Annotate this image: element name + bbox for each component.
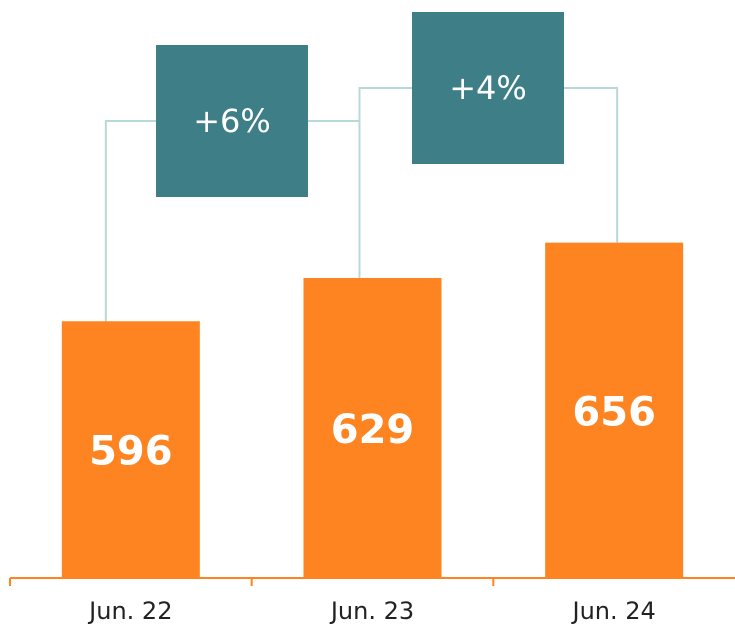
value-label: 596 — [89, 429, 173, 475]
connector — [104, 120, 156, 322]
bar — [61, 321, 200, 578]
value-label: 656 — [572, 389, 656, 435]
x-tick-label: Jun. 22 — [87, 597, 172, 625]
connector — [564, 87, 619, 243]
value-label: 629 — [331, 407, 415, 453]
x-tick-label: Jun. 23 — [329, 597, 414, 625]
annotation-box — [156, 45, 308, 197]
annotation: +6% — [193, 102, 271, 140]
annotation: +4% — [449, 69, 527, 107]
bar — [545, 242, 684, 578]
bar — [303, 278, 442, 578]
annotation-box — [412, 12, 564, 164]
connector — [358, 87, 412, 279]
x-tick-label: Jun. 24 — [571, 597, 656, 625]
connector — [308, 120, 361, 279]
